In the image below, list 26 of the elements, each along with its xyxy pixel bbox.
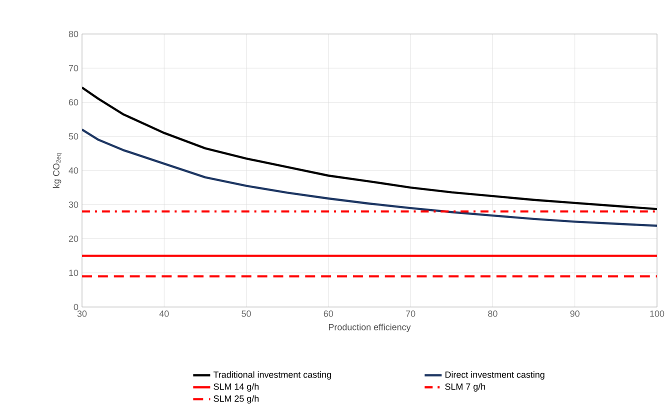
- y-tick-label: 80: [68, 30, 78, 38]
- y-tick-label: 30: [68, 201, 78, 208]
- x-tick-label: 60: [324, 310, 334, 317]
- x-tick-label: 50: [242, 310, 251, 317]
- y-tick-label: 70: [68, 64, 78, 72]
- y-tick-label: 0: [74, 304, 78, 310]
- x-axis-title: Production efficiency: [328, 324, 411, 332]
- legend-label: SLM 25 g/h: [214, 395, 259, 404]
- y-tick-label: 50: [68, 133, 78, 140]
- legend-label: SLM 14 g/h: [214, 383, 259, 392]
- legend-label: Traditional investment casting: [213, 371, 331, 380]
- x-tick-label: 90: [570, 310, 580, 317]
- y-tick-label: 60: [68, 99, 78, 106]
- legend-label: Direct investment casting: [445, 371, 544, 380]
- line-series: [82, 128, 658, 227]
- x-tick-label: 30: [77, 310, 87, 317]
- x-tick-label: 100: [650, 310, 664, 317]
- y-axis-title: kg CO$_{2eq}$: [52, 153, 62, 188]
- y-tick-label: 10: [69, 270, 78, 276]
- x-tick-label: 70: [406, 310, 416, 317]
- line-series: [82, 86, 658, 210]
- x-tick-label: 40: [159, 310, 169, 317]
- y-tick-label: 20: [68, 236, 78, 242]
- x-tick-label: 80: [488, 310, 498, 317]
- y-tick-label: 40: [68, 167, 78, 174]
- legend-label: SLM 7 g/h: [445, 383, 486, 392]
